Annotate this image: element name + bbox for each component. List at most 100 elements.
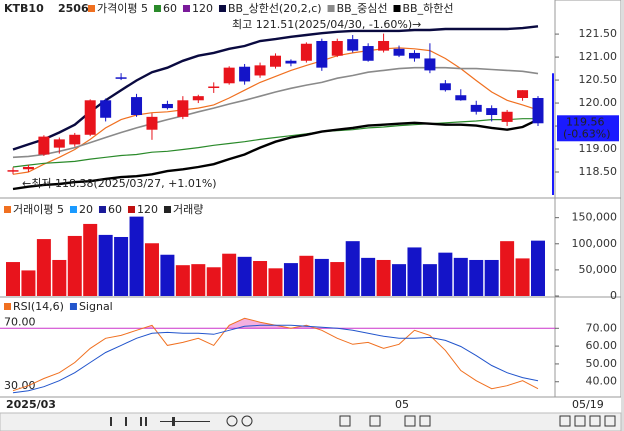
rsi-line (12, 324, 539, 394)
candle-body (316, 40, 328, 68)
contract: 2506 (58, 2, 89, 15)
indicator-line (12, 118, 538, 168)
volume-bar (36, 239, 51, 296)
volume-bar (299, 255, 314, 296)
volume-bar (515, 258, 530, 296)
legend-label: 120 (137, 203, 158, 216)
legend-swatch (163, 206, 171, 213)
y-tick-label: 50.00 (586, 357, 618, 370)
candle-body (439, 83, 451, 91)
legend-label: 20 (79, 203, 93, 216)
candle-body (393, 48, 405, 56)
candle-body (69, 134, 81, 145)
y-tick-label: 40.00 (586, 375, 618, 388)
volume-bar (314, 258, 329, 296)
volume-bar (268, 268, 283, 296)
candle-body (223, 67, 235, 84)
last-price-box (557, 115, 619, 142)
volume-bar (392, 264, 407, 296)
legend-swatch (98, 206, 106, 213)
volume-bar (330, 262, 345, 296)
candle-body (53, 139, 65, 148)
y-tick-label: 150,000 (572, 211, 618, 224)
candle-body (192, 96, 204, 101)
candle-body (378, 40, 390, 51)
candle-body (470, 104, 482, 112)
legend-swatch (88, 5, 95, 12)
candle-body (517, 90, 529, 98)
legend-swatch (69, 206, 77, 213)
y-tick-label: 118.50 (579, 165, 618, 178)
legend-label: BB_상한선(20,2,c) (228, 2, 322, 15)
scrollbar[interactable] (621, 0, 624, 431)
level-label: 70.00 (4, 315, 36, 328)
candle-body (161, 103, 173, 109)
volume-bar (531, 240, 545, 296)
volume-bar (484, 259, 499, 296)
volume-bar (129, 216, 144, 296)
indicator-line (12, 118, 539, 191)
candle-body (254, 65, 266, 76)
legend-label: BB_하한선 (403, 1, 454, 15)
y-tick-label: 121.50 (579, 27, 618, 40)
annotation-high: 최고 121.51(2025/04/30, -1.60%)→ (232, 18, 421, 31)
volume-bar (222, 253, 237, 296)
indicator-line (12, 47, 539, 175)
volume-bar (422, 264, 437, 296)
volume-bar (114, 236, 129, 296)
volume-bar (6, 262, 20, 296)
legend-swatch (393, 5, 401, 12)
y-tick-label: 121.00 (579, 50, 618, 63)
volume-bar (144, 243, 159, 296)
y-tick-label: 60.00 (586, 339, 618, 352)
candle-body (532, 97, 544, 124)
candle-body (177, 100, 189, 117)
volume-bar (52, 259, 67, 296)
volume-bar (253, 261, 268, 296)
indicator-line (12, 66, 539, 159)
volume-bar (175, 265, 190, 296)
legend-swatch (4, 206, 11, 213)
candle-body (486, 108, 498, 116)
legend-label: 거래량 (173, 203, 203, 216)
legend-swatch (127, 206, 135, 213)
candle-body (115, 77, 127, 79)
candle-body (131, 97, 143, 116)
last-price: 119.56 (566, 115, 605, 128)
candle-body (331, 40, 343, 56)
volume-bar (160, 254, 175, 296)
volume-bar (453, 257, 468, 296)
candle-body (38, 136, 50, 155)
volume-bar (237, 256, 252, 296)
toolbar-icons[interactable] (110, 415, 616, 427)
annotation-low: ←최저 118.38(2025/03/27, +1.01%) (22, 177, 217, 190)
volume-bar (98, 234, 113, 296)
y-tick-label: 120.00 (579, 96, 618, 109)
legend-label: 가격이평 5 (97, 2, 148, 15)
candle-body (501, 111, 513, 122)
candle-body (100, 100, 112, 118)
volume-bar (438, 252, 453, 296)
candle-body (455, 95, 467, 101)
y-tick-label: 119.00 (579, 142, 618, 155)
candle-body (7, 170, 19, 172)
level-label: 30.00 (4, 379, 36, 392)
candle-body (22, 166, 34, 170)
x-tick-label: 2025/03 (6, 398, 56, 411)
volume-bar (67, 235, 82, 296)
candle-body (347, 39, 359, 51)
candle-body (270, 55, 281, 67)
legend-label: BB_중심선 (337, 2, 388, 15)
volume-bar (83, 223, 98, 296)
y-tick-label: 70.00 (586, 321, 618, 334)
candle-body (239, 66, 251, 82)
legend-swatch (4, 303, 11, 310)
legend-swatch (69, 303, 77, 310)
legend-label: 거래이평 5 (13, 203, 64, 216)
legend-label: 120 (192, 2, 213, 15)
volume-bar (191, 264, 206, 296)
y-tick-label: 120.50 (579, 73, 618, 86)
volume-bar (206, 267, 221, 296)
candle-body (146, 116, 158, 130)
volume-bar (283, 263, 298, 296)
